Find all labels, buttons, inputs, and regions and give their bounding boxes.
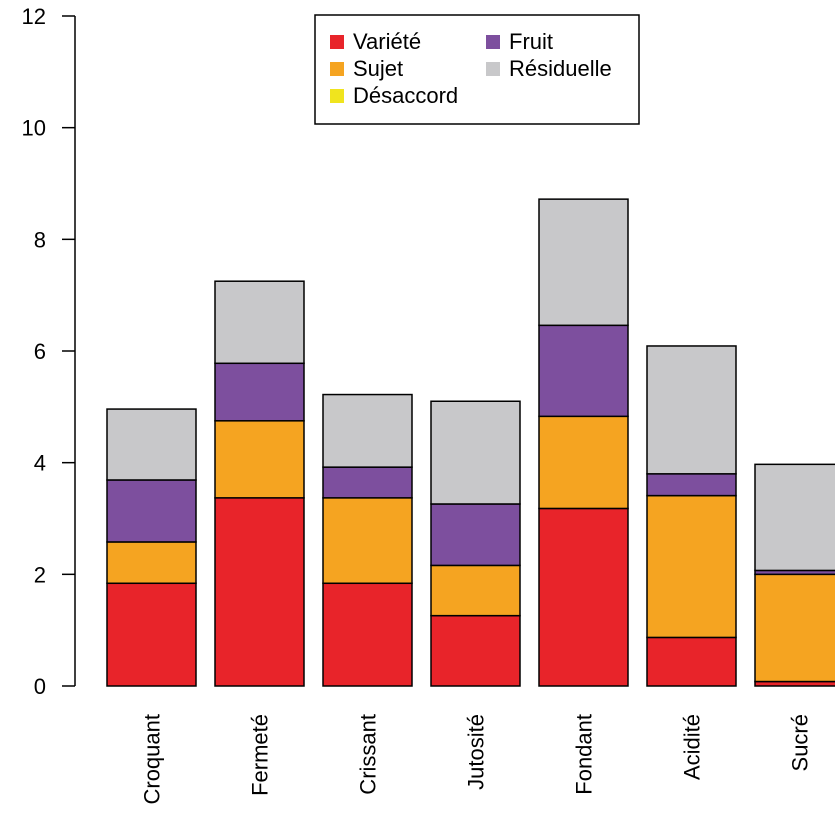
x-tick-label: Croquant (140, 714, 165, 805)
bar-segment-1-0 (106, 541, 197, 585)
x-tick-label: Jutosité (464, 714, 489, 790)
y-tick-label: 2 (34, 562, 46, 587)
legend-label: Résiduelle (509, 56, 612, 81)
bar-segment-3-4 (538, 324, 629, 418)
bar-segment-4-4 (538, 198, 629, 327)
bar-segment-3-3 (430, 503, 521, 567)
bar-segment-3-0 (106, 479, 197, 543)
bar-segment-1-6 (754, 573, 835, 683)
x-tick-label: Fondant (572, 714, 597, 795)
x-tick-label: Sucré (788, 714, 813, 771)
bar-segment-0-0 (106, 582, 197, 687)
legend-swatch (330, 35, 344, 49)
bar-segment-4-3 (430, 400, 521, 505)
bar-segment-1-1 (214, 420, 305, 499)
x-tick-label: Fermeté (248, 714, 273, 796)
y-tick-label: 0 (34, 674, 46, 699)
y-tick-label: 10 (22, 116, 46, 141)
bar-segment-0-1 (214, 497, 305, 687)
x-axis-labels: Croquant Fermeté Crissant Jutosité Fondant Ac… (140, 714, 813, 805)
x-tick-label: Crissant (356, 714, 381, 795)
legend-swatch (330, 62, 344, 76)
legend-swatch (330, 89, 344, 103)
bar-segment-1-4 (538, 415, 629, 510)
bar-segment-0-5 (646, 636, 737, 687)
legend-label: Sujet (353, 56, 403, 81)
legend-swatch (486, 35, 500, 49)
y-tick-label: 6 (34, 339, 46, 364)
legend-box (314, 14, 640, 125)
bar-segment-4-0 (106, 408, 197, 481)
bar-segment-1-5 (646, 494, 737, 639)
legend-label: Désaccord (353, 83, 458, 108)
bar-segment-0-2 (322, 582, 413, 687)
y-tick-label: 4 (34, 451, 46, 476)
bar-segment-4-2 (322, 393, 413, 468)
legend-swatch (486, 62, 500, 76)
bar-segment-4-6 (754, 463, 835, 572)
bar-segment-1-2 (322, 497, 413, 585)
bar-segment-0-3 (430, 614, 521, 687)
bar-segment-4-1 (214, 280, 305, 365)
legend-label: Variété (353, 29, 421, 54)
legend-label: Fruit (509, 29, 553, 54)
y-axis: 0 2 4 6 8 10 12 (22, 4, 76, 699)
x-tick-label: Acidité (680, 714, 705, 780)
bar-segment-1-3 (430, 564, 521, 617)
y-tick-label: 8 (34, 227, 46, 252)
bar-segment-3-5 (646, 473, 737, 497)
bar-segment-3-1 (214, 362, 305, 422)
bars (106, 198, 835, 687)
bar-segment-4-5 (646, 345, 737, 475)
bar-segment-3-2 (322, 466, 413, 499)
bar-segment-0-4 (538, 507, 629, 687)
y-tick-label: 12 (22, 4, 46, 29)
